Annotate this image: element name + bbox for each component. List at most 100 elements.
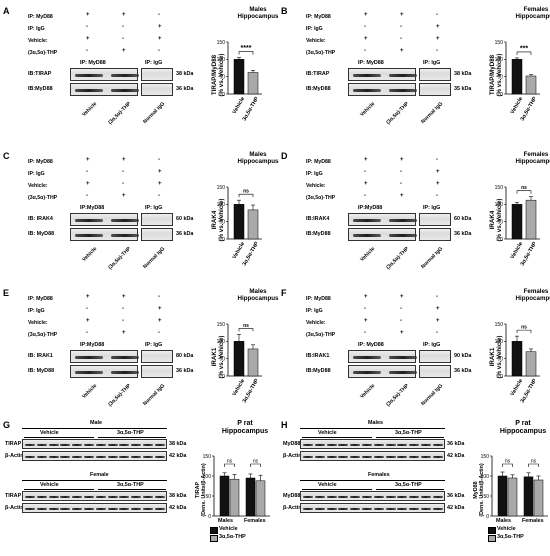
- y-tick-label: 150: [217, 185, 226, 191]
- western-band: [36, 443, 47, 446]
- condition-symbol: -: [158, 48, 160, 54]
- blot-image-ip-igg: [141, 365, 173, 378]
- condition-symbol: -: [86, 24, 88, 30]
- lane-label: Vehicle: [359, 383, 377, 400]
- condition-row-label: (3α,5α)-THP: [306, 50, 336, 56]
- significance-bracket: [516, 190, 532, 194]
- blot-image-ip-igg: [141, 228, 173, 241]
- y-tick-label: 0: [500, 92, 503, 98]
- western-band: [362, 455, 372, 458]
- vehicle-underline: [302, 437, 372, 438]
- western-band: [350, 443, 361, 446]
- western-band: [314, 455, 325, 458]
- western-band: [353, 371, 381, 374]
- bar: [245, 477, 256, 517]
- y-tick-label: 100: [217, 202, 226, 208]
- y-tick-label: 50: [219, 219, 225, 225]
- western-band: [373, 443, 384, 446]
- western-band: [131, 495, 142, 498]
- kda-marker: 35 kDa: [454, 86, 472, 92]
- thp-group-label: 3α,5α-THP: [395, 482, 422, 488]
- western-band: [111, 74, 139, 77]
- x-category-label: Males: [496, 518, 511, 524]
- thp-group-label: 3α,5α-THP: [117, 482, 144, 488]
- x-category-label: Vehicle: [231, 241, 247, 261]
- western-band: [75, 234, 103, 237]
- western-band: [119, 495, 130, 498]
- blot-image-ip-igg: [419, 213, 451, 226]
- blot-image-ip-myd88: [70, 350, 139, 363]
- title-line: Hippocampus: [221, 428, 269, 435]
- vehicle-underline: [24, 489, 94, 490]
- ip-label-igg: IP: IgG: [145, 60, 163, 66]
- blot-image-ip-myd88: [70, 68, 139, 81]
- condition-symbol: +: [158, 181, 162, 187]
- ip-label-myd88: IP:MyD88: [358, 205, 383, 211]
- condition-row-label: IP: IgG: [28, 26, 45, 32]
- y-tick-label: 0: [486, 514, 489, 520]
- condition-row-label: IP: MyD88: [306, 296, 331, 302]
- y-tick-label: 50: [497, 219, 503, 225]
- legend-label: Vehicle: [219, 526, 238, 532]
- lane-label: Vehicle: [359, 246, 377, 263]
- x-category-label: Vehicle: [509, 241, 525, 261]
- condition-symbol: -: [364, 306, 366, 312]
- ip-label-igg: IP: IgG: [145, 342, 163, 348]
- y-tick-label: 0: [222, 374, 225, 380]
- western-band: [60, 507, 71, 510]
- western-band: [48, 507, 59, 510]
- western-band: [75, 356, 103, 359]
- legend-swatch: [210, 527, 218, 534]
- group-label: Female: [90, 472, 109, 478]
- condition-symbol: -: [436, 157, 438, 163]
- x-category-label: Females: [522, 518, 544, 524]
- lane-label: Normal IgG: [420, 101, 445, 126]
- condition-symbol: +: [122, 48, 126, 54]
- western-band: [389, 371, 417, 374]
- bar-chart-B: 0 50 100 150 ***: [495, 40, 540, 98]
- blot-image-ip-myd88: [70, 83, 139, 96]
- condition-symbol: +: [400, 193, 404, 199]
- blot-label: IB:TIRAP: [28, 71, 52, 77]
- lane-label: Vehicle: [81, 383, 99, 400]
- significance-label: ns: [521, 325, 527, 331]
- western-band: [84, 443, 94, 446]
- ip-label-igg: IP: IgG: [423, 60, 441, 66]
- x-category-label: Vehicle: [231, 96, 247, 116]
- condition-row-label: IP: MyD88: [28, 296, 53, 302]
- western-band: [107, 455, 118, 458]
- legend-label: 3α,5α-THP: [219, 534, 246, 540]
- western-band: [111, 356, 139, 359]
- bar: [247, 72, 259, 95]
- panel-label-D: D: [281, 151, 288, 161]
- western-band: [119, 507, 130, 510]
- western-band: [421, 455, 431, 458]
- kda-marker: 36 kDa: [176, 368, 194, 374]
- western-band: [131, 455, 142, 458]
- condition-symbol: -: [158, 193, 160, 199]
- western-band: [385, 443, 396, 446]
- vehicle-group-label: Vehicle: [318, 482, 337, 488]
- thp-group-label: 3α,5α-THP: [395, 430, 422, 436]
- lane-label: (3α,5α)-THP: [107, 246, 133, 271]
- title-line: Hippocampus: [515, 158, 550, 165]
- condition-symbol: -: [436, 193, 438, 199]
- western-band: [111, 234, 139, 237]
- bar-chart-H: 0 50 100 150 ns ns: [481, 454, 548, 520]
- significance-label: ns: [243, 323, 249, 329]
- panel-title: FemalesHippocampus: [496, 288, 550, 302]
- y-label-line: (Dens. Units/β-Actin): [479, 463, 485, 517]
- kda-marker: 90 kDa: [454, 353, 472, 359]
- western-band: [353, 89, 381, 92]
- condition-symbol: +: [400, 330, 404, 336]
- condition-symbol: -: [364, 330, 366, 336]
- western-band: [385, 455, 396, 458]
- western-band: [409, 443, 420, 446]
- condition-row-label: IP: IgG: [28, 308, 45, 314]
- condition-symbol: +: [122, 193, 126, 199]
- x-category-label: Vehicle: [509, 378, 525, 398]
- kda-marker: 60 kDa: [176, 216, 194, 222]
- y-tick-label: 0: [500, 237, 503, 243]
- condition-symbol: +: [158, 36, 162, 42]
- blot-label: IB: IRAK4: [28, 216, 53, 222]
